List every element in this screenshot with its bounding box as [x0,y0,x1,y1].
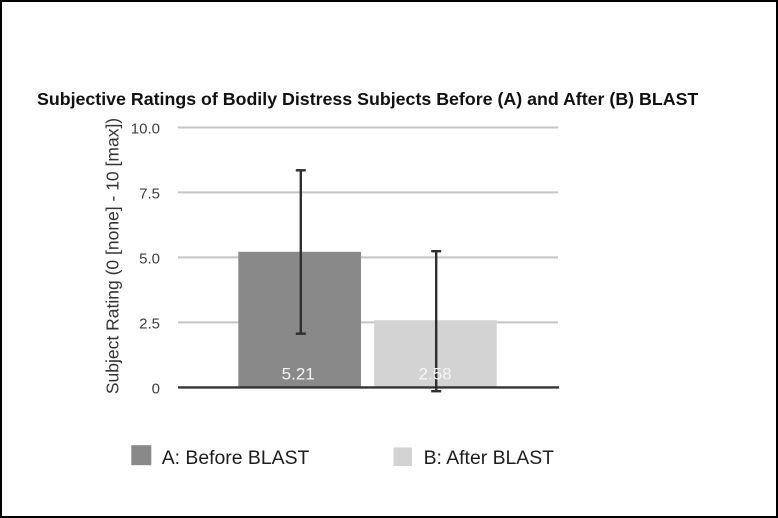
svg-text:B: After BLAST: B: After BLAST [424,447,555,469]
svg-text:Subjective Ratings of Bodily D: Subjective Ratings of Bodily Distress Su… [37,89,698,109]
svg-text:0: 0 [152,380,160,397]
svg-text:2.58: 2.58 [419,364,452,383]
svg-text:10.0: 10.0 [131,120,160,137]
svg-text:5.21: 5.21 [282,364,315,383]
svg-text:7.5: 7.5 [139,185,160,202]
svg-text:A: Before BLAST: A: Before BLAST [162,447,310,469]
svg-text:5.0: 5.0 [139,250,160,267]
svg-text:2.5: 2.5 [139,315,160,332]
svg-text:Subject Rating (0 [none] - 10: Subject Rating (0 [none] - 10 [max]) [103,118,123,394]
